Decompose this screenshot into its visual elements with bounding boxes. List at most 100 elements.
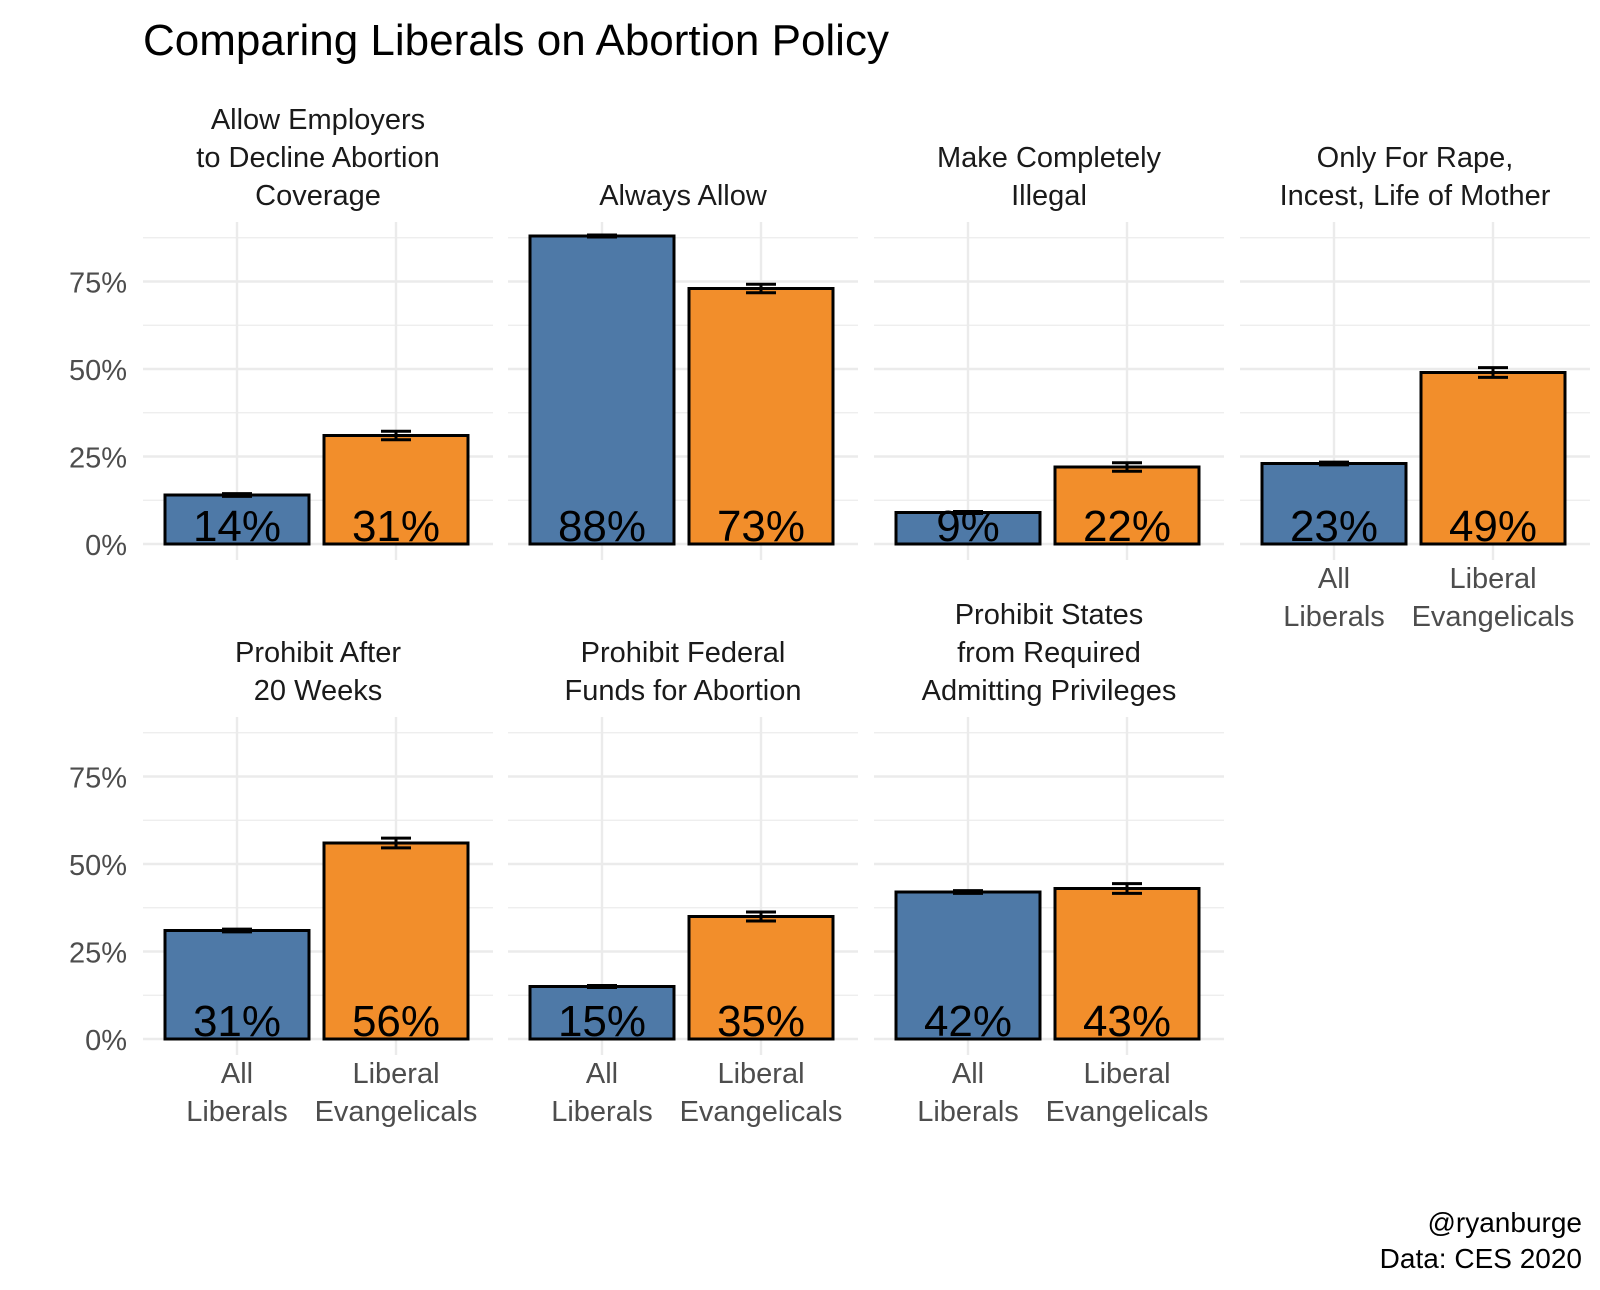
x-tick-label-line: Liberal [1083,1058,1170,1090]
facet-title-line: Admitting Privileges [922,675,1177,707]
chart-title: Comparing Liberals on Abortion Policy [143,16,889,65]
y-tick-label: 25% [69,938,127,970]
y-tick-label: 50% [69,355,127,387]
facet-title: Prohibit After 20 Weeks [235,637,401,707]
x-tick-label-line: All [221,1058,253,1090]
error-bar [381,429,411,442]
facet-title-line: to Decline Abortion [196,142,439,174]
facet-title: Make Completely Illegal [937,142,1162,212]
facet-panel: Prohibit After 20 Weeks 31% 56% 0% 25% 50% 75% A… [69,637,493,1128]
y-tick-label: 75% [69,268,127,300]
bar-value-label: 88% [558,502,646,551]
bar-value-label: 42% [924,997,1012,1046]
error-bar [222,492,252,498]
facet-title: Prohibit Federal Funds for Abortion [565,637,802,707]
x-tick-label: Liberal Evangelicals [315,1058,478,1128]
x-tick-label-line: Liberals [186,1096,288,1128]
facet-title-line: Only For Rape, [1317,142,1514,174]
x-tick-label-line: Liberal [352,1058,439,1090]
facet-title-line: Prohibit After [235,637,401,669]
y-tick-label: 75% [69,763,127,795]
bar-liberal-evangelicals [687,915,835,1041]
x-tick-label: Liberal Evangelicals [1046,1058,1209,1128]
facet-panel: Make Completely Illegal 9% 22% [874,142,1224,560]
bar-value-label: 15% [558,997,646,1046]
y-tick-label: 50% [69,850,127,882]
facet-panel: Prohibit States from Required Admitting Pr… [874,599,1224,1128]
facet-panels: Allow Employers to Decline Abortion Covera… [69,104,1590,1128]
x-tick-label-line: Liberals [551,1096,653,1128]
x-tick-label: Liberal Evangelicals [1412,563,1575,633]
bar-value-label: 35% [717,997,805,1046]
x-tick-label-line: All [586,1058,618,1090]
bar-value-label: 14% [193,502,281,551]
error-bar [222,927,252,934]
facet-title-line: Illegal [1011,180,1087,212]
x-tick-label-line: Evangelicals [1412,601,1575,633]
error-bar [953,509,983,516]
bar-liberal-evangelicals [1053,887,1201,1041]
x-tick-label: Liberal Evangelicals [680,1058,843,1128]
bar-value-label: 43% [1083,997,1171,1046]
x-tick-label: All Liberals [186,1058,288,1128]
facet-title-line: 20 Weeks [254,675,382,707]
error-bar [1478,366,1508,379]
error-bar [746,910,776,923]
bar-value-label: 31% [352,502,440,551]
error-bar [746,282,776,295]
bar-liberal-evangelicals [687,287,835,546]
x-tick-label-line: Evangelicals [1046,1096,1209,1128]
error-bar [1112,882,1142,895]
facet-title: Allow Employers to Decline Abortion Covera… [196,104,439,212]
x-tick-label-line: Liberal [717,1058,804,1090]
x-tick-label-line: Liberal [1449,563,1536,595]
bar-all-liberals [528,985,676,1041]
x-tick-label-line: Evangelicals [315,1096,478,1128]
bar-value-label: 22% [1083,502,1171,551]
x-tick-label: All Liberals [1283,563,1385,633]
error-bar [587,233,617,239]
bar-value-label: 31% [193,997,281,1046]
error-bar [587,983,617,990]
facet-panel: Prohibit Federal Funds for Abortion 15% 35%… [508,637,858,1128]
bar-value-label: 23% [1290,502,1378,551]
error-bar [381,836,411,850]
x-tick-label-line: Evangelicals [680,1096,843,1128]
bar-liberal-evangelicals [1419,371,1567,546]
bar-all-liberals [528,234,676,546]
y-tick-label: 25% [69,443,127,475]
facet-title-line: Prohibit States [955,599,1144,631]
facet-panel: Only For Rape, Incest, Life of Mother 23% 4… [1240,142,1590,633]
facet-title: Prohibit States from Required Admitting Pr… [922,599,1177,707]
facet-panel: Always Allow 88% 73% [508,180,858,560]
caption-source: Data: CES 2020 [1380,1243,1582,1274]
x-tick-label-line: All [1318,563,1350,595]
facet-title-line: from Required [957,637,1141,669]
x-tick-label-line: Liberals [917,1096,1019,1128]
bar-all-liberals [894,511,1042,546]
facet-title-line: Incest, Life of Mother [1280,180,1551,212]
bar-value-label: 9% [936,502,1000,551]
bar-value-label: 49% [1449,502,1537,551]
error-bar [1112,461,1142,473]
x-tick-label-line: Liberals [1283,601,1385,633]
facet-title-line: Funds for Abortion [565,675,802,707]
facet-title: Always Allow [599,180,768,212]
facet-title-line: Prohibit Federal [581,637,786,669]
error-bar [953,889,983,895]
y-tick-label: 0% [85,530,127,562]
bar-all-liberals [163,929,311,1041]
caption-handle: @ryanburge [1427,1207,1582,1238]
facet-title-line: Always Allow [599,180,768,212]
x-tick-label: All Liberals [551,1058,653,1128]
facet-title-line: Allow Employers [211,104,425,136]
x-tick-label-line: All [952,1058,984,1090]
facet-title-line: Make Completely [937,142,1162,174]
bar-liberal-evangelicals [322,434,470,546]
bar-liberal-evangelicals [1053,465,1201,546]
y-tick-label: 0% [85,1025,127,1057]
facet-title-line: Coverage [255,180,381,212]
bar-value-label: 56% [352,997,440,1046]
facet-panel: Allow Employers to Decline Abortion Covera… [69,104,493,562]
